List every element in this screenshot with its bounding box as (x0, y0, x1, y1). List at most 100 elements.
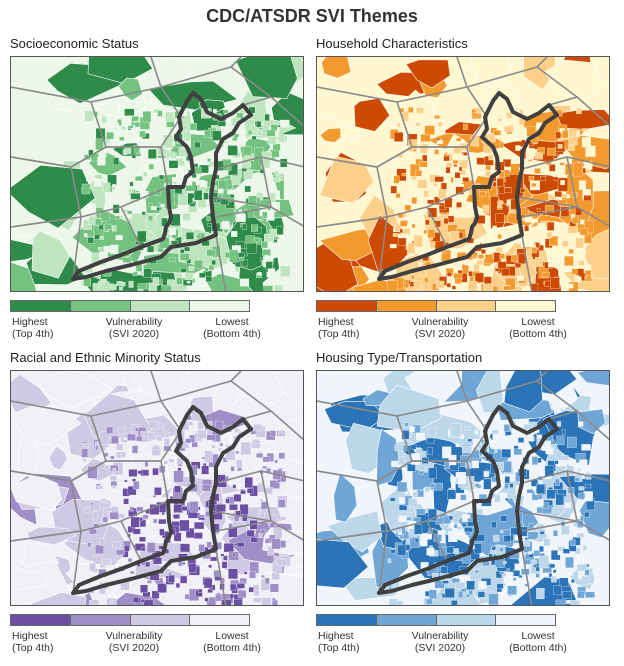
tract (261, 597, 272, 605)
tract (583, 491, 593, 502)
tract (561, 525, 570, 535)
tract (535, 257, 544, 267)
map-household[interactable] (316, 56, 610, 292)
tract (103, 246, 111, 253)
tract (105, 191, 116, 207)
legend-bar (316, 300, 556, 312)
tract (499, 171, 505, 178)
tract (548, 573, 553, 578)
tract (148, 163, 154, 170)
tract (168, 160, 179, 169)
tract (168, 575, 175, 583)
tract (116, 281, 123, 286)
tract (261, 501, 268, 510)
legend-swatch-lowest (190, 301, 249, 311)
county-boundary (536, 57, 548, 68)
tract (511, 254, 518, 263)
tract (205, 276, 213, 282)
legend-swatch-low (436, 615, 497, 625)
tract (576, 532, 585, 538)
tract (499, 142, 504, 148)
tract (212, 130, 222, 141)
tract (139, 130, 146, 138)
tract (103, 182, 111, 193)
tract (476, 259, 483, 265)
tract (102, 516, 109, 523)
tract (408, 498, 418, 508)
tract (251, 135, 257, 140)
tract (205, 511, 210, 517)
county-boundary (516, 510, 578, 522)
tract (104, 223, 112, 230)
tract (319, 127, 342, 143)
tract (462, 446, 472, 453)
tract (130, 193, 141, 200)
tract (503, 424, 510, 432)
county-boundary (230, 57, 242, 68)
county-boundary (536, 371, 548, 382)
legend-swatch-high (70, 615, 131, 625)
tract (95, 218, 102, 226)
tract (112, 467, 117, 473)
tract (426, 427, 438, 436)
tract (153, 518, 158, 524)
tract (204, 597, 209, 602)
jurisdiction-outline (71, 405, 253, 595)
tract (240, 490, 246, 495)
tract (259, 498, 264, 502)
tract (162, 430, 167, 434)
county-boundary (160, 380, 273, 420)
tract (84, 110, 94, 122)
tract (436, 280, 445, 289)
tract (262, 249, 271, 256)
tract (478, 597, 486, 604)
tract (127, 210, 133, 215)
legend-highest-label: Highest (318, 316, 354, 328)
tract (188, 266, 195, 271)
tract (269, 480, 280, 489)
tract (428, 467, 437, 479)
map-socioeconomic[interactable] (10, 56, 304, 292)
tract (143, 599, 154, 605)
tract (137, 283, 147, 290)
tract (229, 504, 238, 511)
tract (578, 492, 586, 499)
tract (157, 110, 163, 117)
tract (215, 504, 226, 512)
tract (222, 220, 229, 230)
county-boundary (270, 96, 303, 127)
county-boundary (120, 206, 142, 248)
tract (182, 212, 191, 221)
tract (434, 115, 440, 119)
tract (528, 523, 534, 531)
tract (148, 203, 153, 207)
map-minority[interactable] (10, 370, 304, 606)
tract (518, 118, 525, 125)
tract (239, 257, 245, 261)
tract (547, 147, 557, 156)
tract (434, 149, 439, 155)
tract (109, 284, 117, 290)
tract (556, 435, 565, 446)
tract (152, 277, 160, 286)
tract (558, 199, 567, 207)
tract (223, 555, 228, 561)
tract (132, 507, 137, 511)
tract (93, 555, 103, 565)
tract (267, 135, 277, 145)
tract (459, 434, 464, 439)
tract (181, 506, 188, 511)
tract (549, 236, 559, 246)
tract (393, 132, 404, 142)
tract (280, 265, 291, 277)
tract (154, 487, 162, 496)
tract (165, 432, 170, 438)
tract (206, 541, 212, 549)
legend-labels: Highest (Top 4th) Vulnerability (SVI 2020)… (316, 316, 576, 346)
tract (578, 180, 587, 190)
map-housing-transport[interactable] (316, 370, 610, 606)
tract (317, 371, 336, 392)
tract (179, 519, 190, 532)
legend-vulnerability-label: Vulnerability (411, 316, 469, 328)
tract (208, 596, 216, 605)
